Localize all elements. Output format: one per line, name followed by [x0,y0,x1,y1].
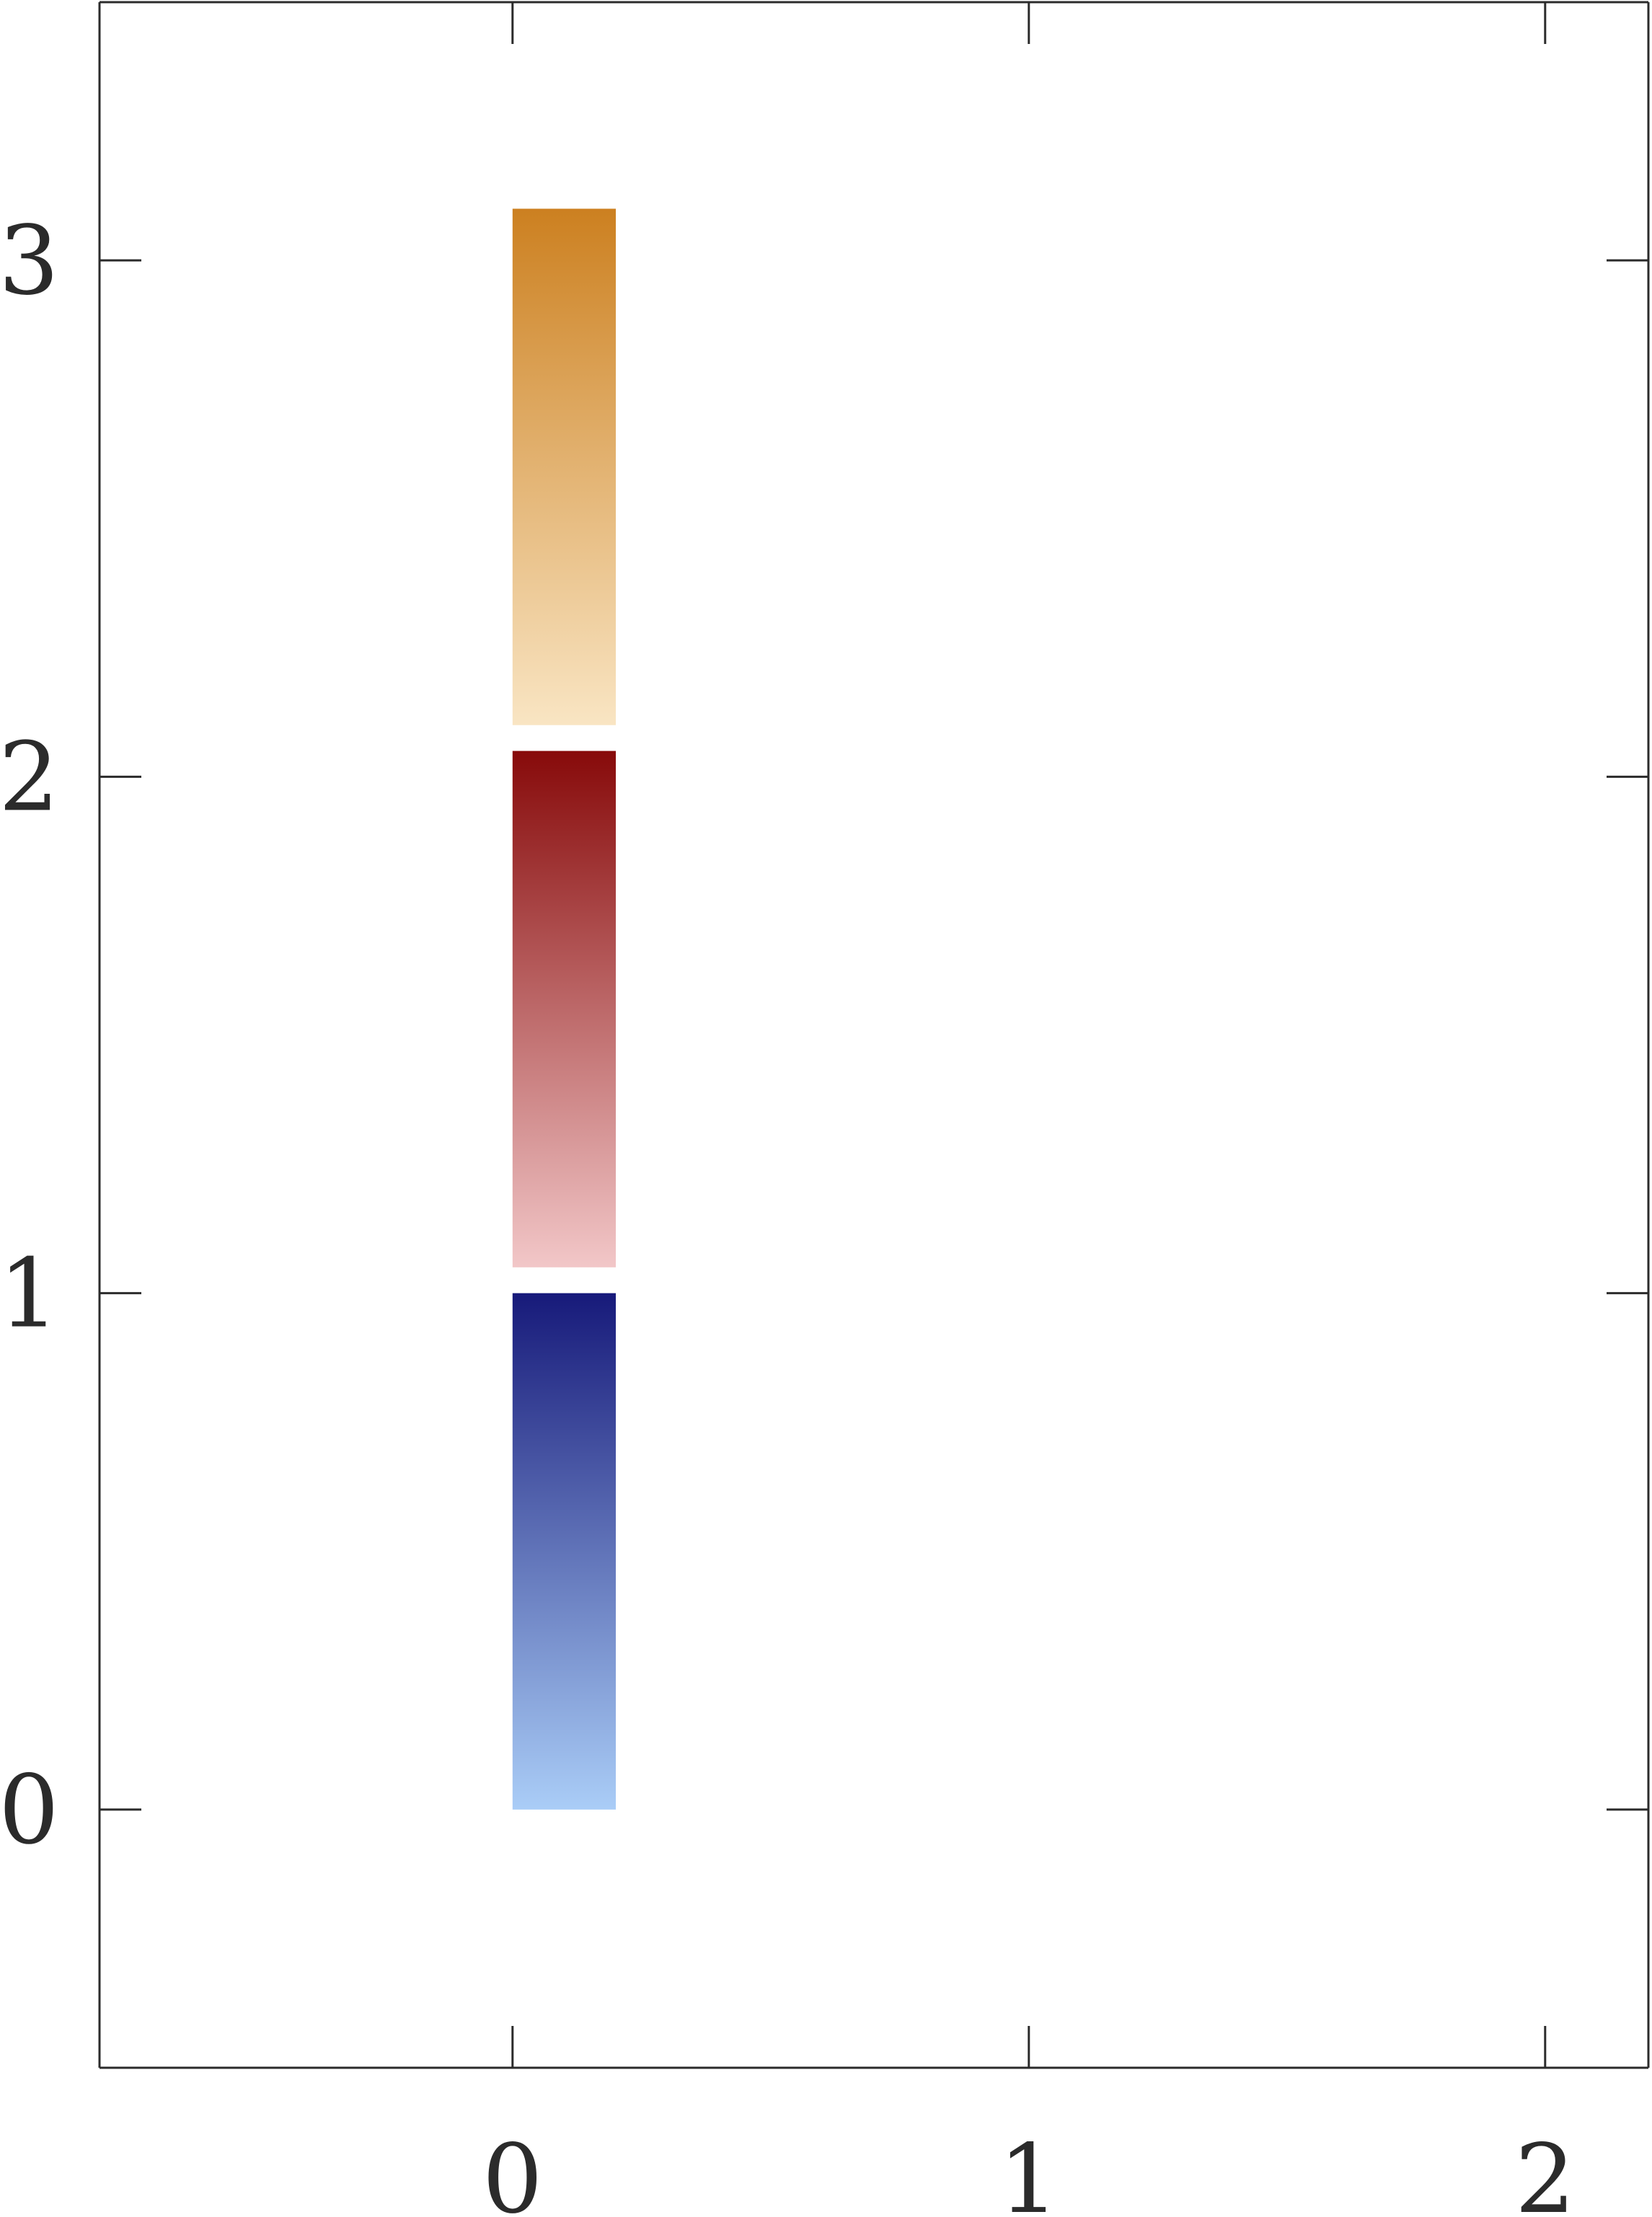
axes-layer [98,1,1650,2069]
y-tick-label-1: 1 [0,1239,59,1350]
bar-segment-2 [512,751,616,1267]
ticks-layer [100,2,1648,2068]
x-tick-label-1: 1 [999,2124,1059,2217]
y-tick-label-2: 2 [0,722,59,833]
y-tick-label-3: 3 [0,205,59,317]
x-tick-label-0: 0 [482,2124,543,2217]
tick-labels-layer: 0 1 2 0 1 2 3 [0,205,1576,2217]
bars-layer [512,208,616,1810]
bar-segment-3 [512,208,616,725]
y-tick-label-0: 0 [0,1755,59,1866]
x-tick-label-2: 2 [1515,2124,1576,2217]
bar-segment-1 [512,1293,616,1810]
